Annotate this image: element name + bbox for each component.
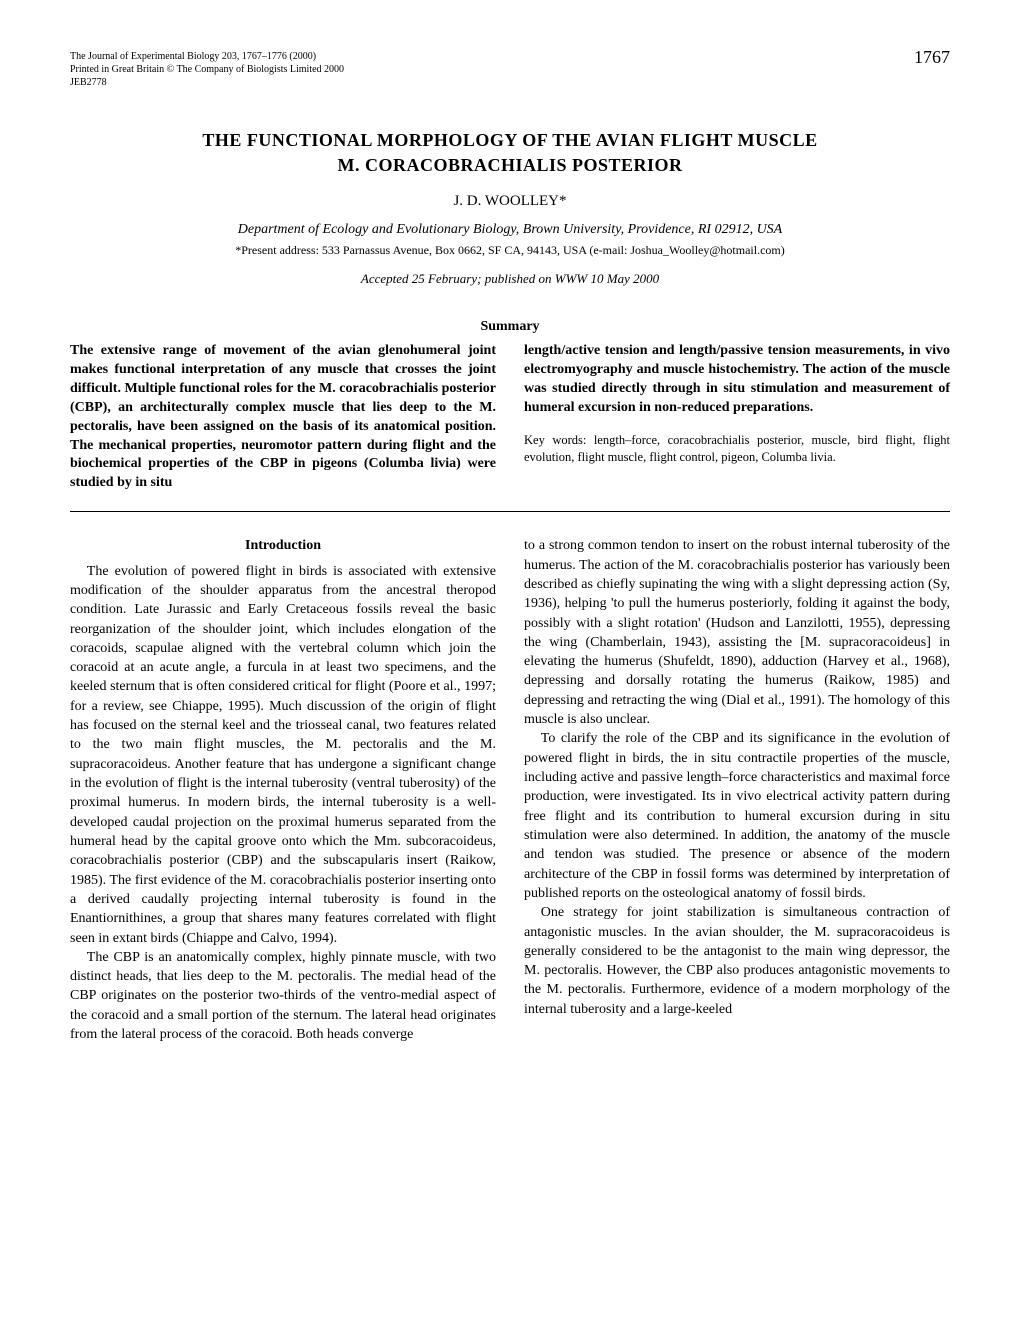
title-section: THE FUNCTIONAL MORPHOLOGY OF THE AVIAN F… xyxy=(70,129,950,288)
summary-heading: Summary xyxy=(70,318,950,336)
journal-info: The Journal of Experimental Biology 203,… xyxy=(70,50,950,89)
intro-left-p1: The evolution of powered flight in birds… xyxy=(70,562,496,948)
body-columns: Introduction The evolution of powered fl… xyxy=(70,536,950,1044)
intro-heading: Introduction xyxy=(70,536,496,555)
paper-title-line1: THE FUNCTIONAL MORPHOLOGY OF THE AVIAN F… xyxy=(70,129,950,152)
accepted-line: Accepted 25 February; published on WWW 1… xyxy=(70,271,950,288)
body-left-column: Introduction The evolution of powered fl… xyxy=(70,536,496,1044)
summary-left: The extensive range of movement of the a… xyxy=(70,342,496,493)
page-number: 1767 xyxy=(914,46,950,69)
author: J. D. WOOLLEY* xyxy=(70,192,950,212)
intro-right-p2: To clarify the role of the CBP and its s… xyxy=(524,729,950,903)
intro-right-p3: One strategy for joint stabilization is … xyxy=(524,903,950,1019)
summary-columns: The extensive range of movement of the a… xyxy=(70,342,950,493)
header: 1767 The Journal of Experimental Biology… xyxy=(70,50,950,89)
section-divider xyxy=(70,511,950,512)
summary-right: length/active tension and length/passive… xyxy=(524,342,950,493)
journal-line-3: JEB2778 xyxy=(70,76,950,89)
affiliation: Department of Ecology and Evolutionary B… xyxy=(70,221,950,239)
keywords: Key words: length–force, coracobrachiali… xyxy=(524,432,950,467)
summary-right-text: length/active tension and length/passive… xyxy=(524,343,950,415)
address-note: *Present address: 533 Parnassus Avenue, … xyxy=(70,243,950,259)
paper-title-line2: M. CORACOBRACHIALIS POSTERIOR xyxy=(70,154,950,177)
intro-right-p1: to a strong common tendon to insert on t… xyxy=(524,536,950,729)
body-right-column: to a strong common tendon to insert on t… xyxy=(524,536,950,1044)
journal-line-1: The Journal of Experimental Biology 203,… xyxy=(70,50,950,63)
intro-left-p2: The CBP is an anatomically complex, high… xyxy=(70,948,496,1045)
journal-line-2: Printed in Great Britain © The Company o… xyxy=(70,63,950,76)
